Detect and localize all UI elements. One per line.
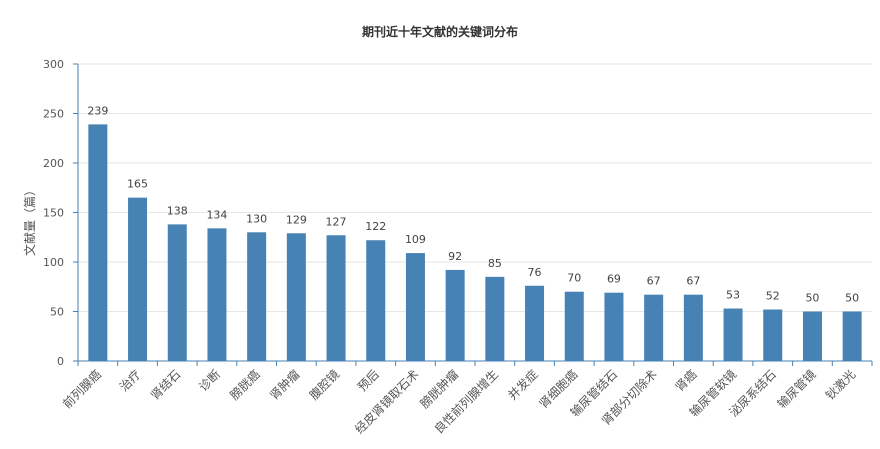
data-label: 76 xyxy=(528,266,542,279)
x-tick-label: 肾癌 xyxy=(672,367,700,395)
x-tick-label: 钬激光 xyxy=(822,367,858,403)
y-tick-label: 100 xyxy=(43,256,64,269)
bar xyxy=(683,294,703,361)
data-label: 69 xyxy=(607,273,621,286)
x-axis-labels: 前列腺癌 治疗 肾结石 诊断 膀胱癌 肾肿瘤 腹腔镜 预后经皮肾镜取石术膀胱肿瘤良性前列腺增生… xyxy=(59,367,858,437)
data-label: 53 xyxy=(726,289,740,302)
bar xyxy=(842,311,862,361)
bar xyxy=(644,294,664,361)
bar xyxy=(802,311,822,361)
y-tick-label: 300 xyxy=(43,58,64,71)
y-axis-label: 文献量（篇） xyxy=(22,184,37,256)
bar xyxy=(88,124,108,361)
x-tick-label: 膀胱癌 xyxy=(227,367,263,403)
data-label: 239 xyxy=(87,104,108,117)
bar xyxy=(445,269,465,361)
x-tick-label: 诊断 xyxy=(195,367,223,395)
data-label: 129 xyxy=(286,213,307,226)
value-labels: 239 165 138 134 130 129 127 122 109 92 85 76 70 69 67 6… xyxy=(87,104,859,304)
bar xyxy=(564,291,584,361)
bar xyxy=(167,224,187,361)
bar xyxy=(525,285,545,361)
x-tick-label: 肾结石 xyxy=(148,367,183,402)
bar xyxy=(326,235,346,361)
data-label: 50 xyxy=(805,292,819,305)
bars xyxy=(88,124,862,361)
data-label: 50 xyxy=(845,292,859,305)
y-axis-ticks: 0 50 100 150 200 250 300 xyxy=(43,58,64,368)
data-label: 165 xyxy=(127,178,148,191)
data-label: 67 xyxy=(686,275,700,288)
bar xyxy=(128,197,148,361)
data-label: 122 xyxy=(365,220,386,233)
bar xyxy=(405,253,425,361)
data-label: 70 xyxy=(567,272,581,285)
x-tick-label: 前列腺癌 xyxy=(59,367,104,412)
y-tick-label: 150 xyxy=(43,207,64,220)
data-label: 92 xyxy=(448,250,462,263)
bar xyxy=(207,228,227,361)
y-tick-label: 200 xyxy=(43,157,64,170)
bar xyxy=(366,240,386,361)
x-tick-label: 输尿管镜 xyxy=(774,367,819,412)
x-tick-label: 预后 xyxy=(355,367,382,394)
axes xyxy=(73,63,873,366)
data-label: 85 xyxy=(488,257,502,270)
bar xyxy=(723,308,743,361)
bar xyxy=(286,233,306,361)
gridlines xyxy=(78,63,872,312)
x-tick-label: 并发症 xyxy=(505,367,541,403)
data-label: 109 xyxy=(405,233,426,246)
bar xyxy=(247,232,267,361)
data-label: 134 xyxy=(206,208,227,221)
bar xyxy=(604,292,624,361)
data-label: 138 xyxy=(167,204,188,217)
x-tick-label: 腹腔镜 xyxy=(306,367,342,403)
data-label: 130 xyxy=(246,212,267,225)
data-label: 67 xyxy=(647,275,661,288)
bar xyxy=(763,309,783,361)
y-tick-label: 250 xyxy=(43,108,64,121)
x-tick-label: 肾肿瘤 xyxy=(266,367,302,403)
data-label: 127 xyxy=(326,215,347,228)
chart-title: 期刊近十年文献的关键词分布 xyxy=(362,24,518,39)
y-tick-label: 0 xyxy=(57,355,64,368)
x-tick-label: 治疗 xyxy=(117,367,144,394)
bar xyxy=(485,276,505,361)
y-tick-label: 50 xyxy=(50,306,64,319)
data-label: 52 xyxy=(766,290,780,303)
